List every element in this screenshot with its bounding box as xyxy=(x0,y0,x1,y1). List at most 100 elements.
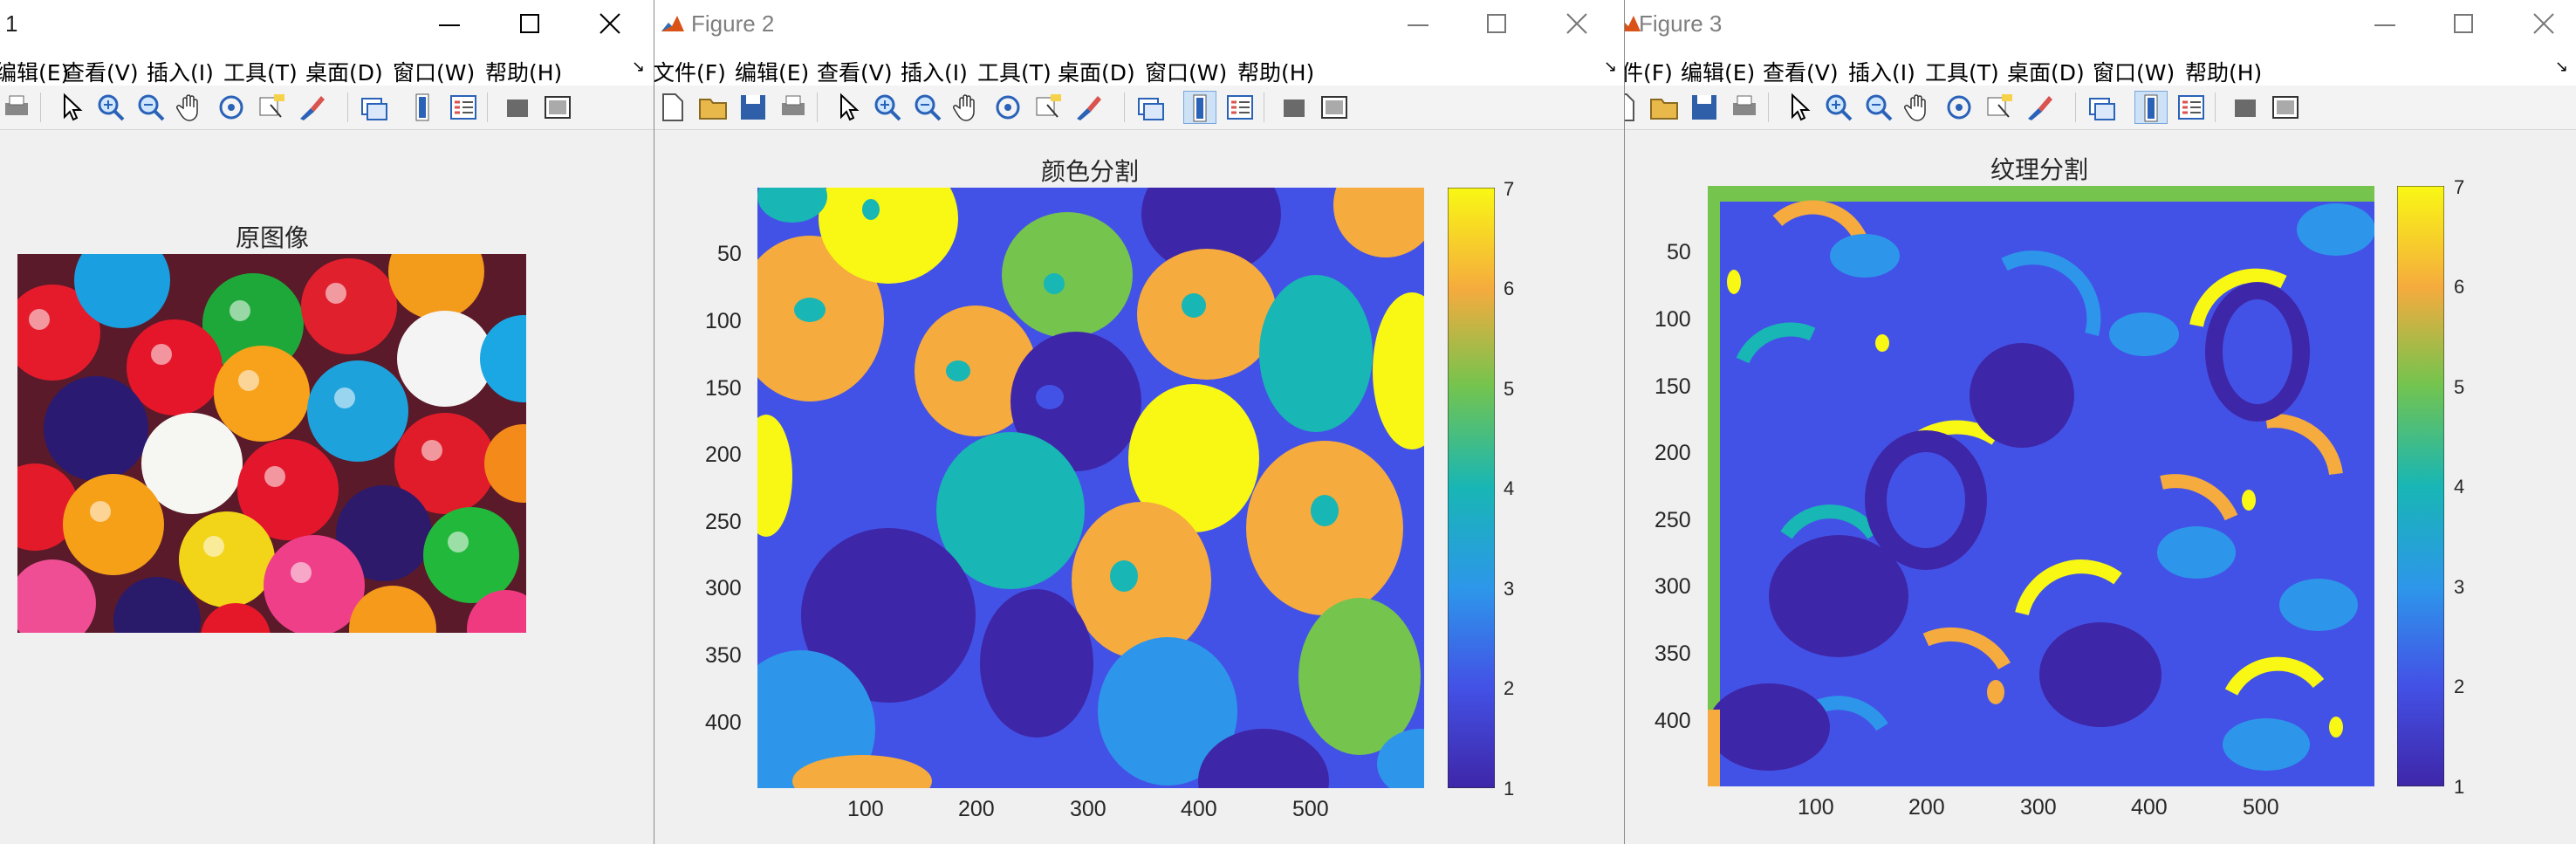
dock-arrow-icon[interactable]: ↘ xyxy=(2555,58,2569,76)
menu-desktop[interactable]: 桌面(D) xyxy=(2007,60,2085,86)
print-icon[interactable] xyxy=(1728,91,1761,124)
new-file-icon[interactable] xyxy=(1625,91,1641,124)
minimize-button[interactable] xyxy=(1379,0,1457,51)
menu-view[interactable]: 查看(V) xyxy=(817,60,893,86)
close-button[interactable] xyxy=(1538,0,1616,51)
zoom-out-icon[interactable] xyxy=(911,91,944,124)
open-folder-icon[interactable] xyxy=(696,91,730,124)
menu-insert[interactable]: 插入(I) xyxy=(147,60,214,86)
menu-file[interactable]: 文件(F) xyxy=(654,60,726,86)
maximize-button[interactable] xyxy=(2424,0,2503,51)
original-image xyxy=(17,254,526,633)
maximize-button[interactable] xyxy=(490,0,569,51)
legend-icon[interactable] xyxy=(2175,91,2208,124)
menu-window[interactable]: 窗口(W) xyxy=(1145,60,1228,86)
rotate-3d-icon[interactable] xyxy=(1942,91,1976,124)
link-plot-icon[interactable] xyxy=(2086,91,2119,124)
menu-window[interactable]: 窗口(W) xyxy=(393,60,476,86)
x-tick: 500 xyxy=(2243,795,2279,820)
figure3-content: 纹理分割 xyxy=(1625,130,2576,844)
zoom-in-icon[interactable] xyxy=(1822,91,1855,124)
y-tick: 100 xyxy=(705,309,742,333)
menu-window[interactable]: 窗口(W) xyxy=(2093,60,2175,86)
menu-help[interactable]: 帮助(H) xyxy=(1237,60,1315,86)
menu-help[interactable]: 帮助(H) xyxy=(2185,60,2263,86)
menu-file[interactable]: 件(F) xyxy=(1624,60,1673,86)
figure3-title: Figure 3 xyxy=(1639,10,1723,37)
open-folder-icon[interactable] xyxy=(1648,91,1681,124)
close-icon xyxy=(2533,13,2554,34)
menu-edit[interactable]: 编辑(E) xyxy=(735,60,810,86)
menu-view[interactable]: 查看(V) xyxy=(63,60,139,86)
data-cursor-icon[interactable] xyxy=(255,91,288,124)
data-cursor-icon[interactable] xyxy=(1983,91,2016,124)
pan-hand-icon[interactable] xyxy=(175,91,208,124)
pointer-icon[interactable] xyxy=(1782,91,1815,124)
menu-tools[interactable]: 工具(T) xyxy=(223,60,298,86)
close-button[interactable] xyxy=(2504,0,2576,51)
y-tick: 250 xyxy=(705,510,742,534)
minimize-button[interactable] xyxy=(2346,0,2424,51)
legend-icon[interactable] xyxy=(1223,91,1257,124)
zoom-in-icon[interactable] xyxy=(94,91,127,124)
colorbar-tick: 6 xyxy=(2454,276,2465,298)
zoom-out-icon[interactable] xyxy=(134,91,168,124)
minimize-icon xyxy=(2374,24,2395,26)
brush-icon[interactable] xyxy=(1072,91,1105,124)
rotate-3d-icon[interactable] xyxy=(215,91,248,124)
menu-desktop[interactable]: 桌面(D) xyxy=(1058,60,1135,86)
menu-edit[interactable]: 编辑(E) xyxy=(0,60,70,86)
data-cursor-icon[interactable] xyxy=(1031,91,1065,124)
menu-insert[interactable]: 插入(I) xyxy=(901,60,968,86)
minimize-button[interactable] xyxy=(410,0,489,51)
show-plot-tools-icon[interactable] xyxy=(1318,91,1351,124)
link-plot-icon[interactable] xyxy=(358,91,391,124)
maximize-button[interactable] xyxy=(1457,0,1536,51)
hide-plot-tools-icon[interactable] xyxy=(1278,91,1311,124)
colorbar-tick: 2 xyxy=(2454,676,2465,697)
y-tick: 350 xyxy=(705,643,742,668)
menu-view[interactable]: 查看(V) xyxy=(1763,60,1839,86)
colorbar-icon[interactable] xyxy=(2134,91,2168,124)
figure1-titlebar[interactable]: 1 xyxy=(0,0,654,51)
figure1-content: 原图像 xyxy=(0,130,654,844)
menu-tools[interactable]: 工具(T) xyxy=(977,60,1052,86)
menu-help[interactable]: 帮助(H) xyxy=(485,60,563,86)
menu-insert[interactable]: 插入(I) xyxy=(1848,60,1915,86)
brush-icon[interactable] xyxy=(295,91,328,124)
zoom-in-icon[interactable] xyxy=(871,91,904,124)
print-icon[interactable] xyxy=(777,91,810,124)
colorbar-icon[interactable] xyxy=(407,91,440,124)
brush-icon[interactable] xyxy=(2023,91,2056,124)
rotate-3d-icon[interactable] xyxy=(991,91,1024,124)
dock-arrow-icon[interactable]: ↘ xyxy=(1604,58,1618,76)
figure3-toolbar xyxy=(1625,86,2576,130)
pointer-icon[interactable] xyxy=(54,91,87,124)
pointer-icon[interactable] xyxy=(831,91,864,124)
hide-plot-tools-icon[interactable] xyxy=(501,91,534,124)
new-file-icon[interactable] xyxy=(656,91,689,124)
show-plot-tools-icon[interactable] xyxy=(2269,91,2302,124)
figure2-menubar: 文件(F) 编辑(E) 查看(V) 插入(I) 工具(T) 桌面(D) 窗口(W… xyxy=(654,51,1624,86)
close-button[interactable] xyxy=(571,0,649,51)
print-icon[interactable] xyxy=(0,91,33,124)
show-plot-tools-icon[interactable] xyxy=(541,91,574,124)
save-icon[interactable] xyxy=(736,91,770,124)
y-tick: 300 xyxy=(1655,574,1691,599)
menu-edit[interactable]: 编辑(E) xyxy=(1681,60,1756,86)
menu-desktop[interactable]: 桌面(D) xyxy=(305,60,383,86)
color-segmentation-image xyxy=(757,188,1424,788)
dock-arrow-icon[interactable]: ↘ xyxy=(632,58,646,76)
hide-plot-tools-icon[interactable] xyxy=(2229,91,2262,124)
menu-tools[interactable]: 工具(T) xyxy=(1925,60,1999,86)
pan-hand-icon[interactable] xyxy=(1902,91,1935,124)
figure2-titlebar[interactable]: Figure 2 xyxy=(654,0,1624,51)
save-icon[interactable] xyxy=(1688,91,1721,124)
link-plot-icon[interactable] xyxy=(1134,91,1168,124)
figure3-titlebar[interactable]: Figure 3 xyxy=(1625,0,2576,51)
toolbar-separator xyxy=(1768,93,1769,122)
legend-icon[interactable] xyxy=(447,91,480,124)
zoom-out-icon[interactable] xyxy=(1862,91,1895,124)
colorbar-icon[interactable] xyxy=(1183,91,1216,124)
pan-hand-icon[interactable] xyxy=(951,91,984,124)
